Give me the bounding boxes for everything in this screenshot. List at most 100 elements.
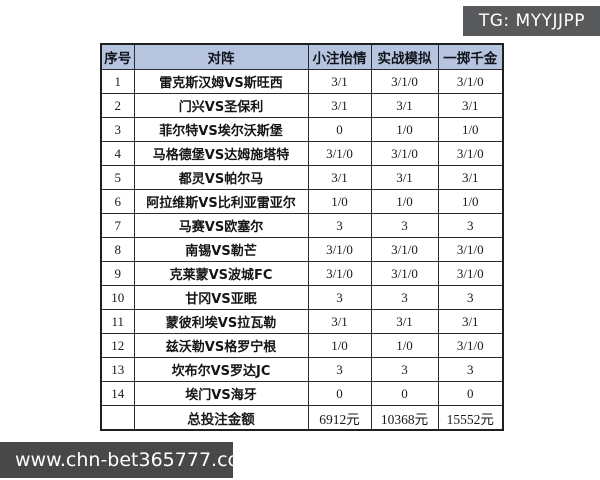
match-cell: 南锡VS勒芒 [133, 237, 309, 262]
table-row: 14 埃门VS海牙 0 0 0 [100, 381, 504, 406]
match-cell: 门兴VS圣保利 [133, 93, 309, 118]
row-number-cell: 11 [100, 309, 135, 334]
match-cell: 坎布尔VS罗达JC [133, 357, 309, 382]
small-bet-cell: 3/1 [307, 165, 372, 190]
header-simulation: 实战模拟 [370, 43, 439, 70]
big-bet-cell: 3/1 [437, 309, 504, 334]
big-bet-cell: 0 [437, 381, 504, 406]
simulation-cell: 3/1 [370, 309, 439, 334]
total-row: 总投注金额 6912元 10368元 15552元 [100, 405, 504, 431]
big-bet-cell: 1/0 [437, 117, 504, 142]
table-row: 8 南锡VS勒芒 3/1/0 3/1/0 3/1/0 [100, 237, 504, 262]
table-header-row: 序号 对阵 小注怡情 实战模拟 一掷千金 [100, 43, 504, 70]
big-bet-cell: 3/1/0 [437, 141, 504, 166]
row-number-cell: 6 [100, 189, 135, 214]
big-bet-cell: 3/1/0 [437, 69, 504, 94]
row-number-cell: 2 [100, 93, 135, 118]
small-bet-cell: 3/1 [307, 309, 372, 334]
small-bet-cell: 3 [307, 213, 372, 238]
simulation-cell: 3/1 [370, 93, 439, 118]
big-bet-cell: 3 [437, 357, 504, 382]
row-number-cell: 10 [100, 285, 135, 310]
big-bet-cell: 3/1/0 [437, 333, 504, 358]
small-bet-cell: 1/0 [307, 333, 372, 358]
match-cell: 阿拉维斯VS比利亚雷亚尔 [133, 189, 309, 214]
row-number-cell: 9 [100, 261, 135, 286]
match-cell: 甘冈VS亚眠 [133, 285, 309, 310]
table-row: 3 菲尔特VS埃尔沃斯堡 0 1/0 1/0 [100, 117, 504, 142]
simulation-cell: 3/1/0 [370, 261, 439, 286]
big-bet-cell: 3 [437, 213, 504, 238]
match-cell: 都灵VS帕尔马 [133, 165, 309, 190]
match-rows: 1 雷克斯汉姆VS斯旺西 3/1 3/1/0 3/1/0 2 门兴VS圣保利 3/1 3/1 3/… [100, 69, 504, 406]
match-cell: 蒙彼利埃VS拉瓦勒 [133, 309, 309, 334]
total-empty-cell [100, 405, 135, 431]
match-cell: 菲尔特VS埃尔沃斯堡 [133, 117, 309, 142]
simulation-cell: 3/1/0 [370, 141, 439, 166]
row-number-cell: 5 [100, 165, 135, 190]
small-bet-cell: 3/1/0 [307, 237, 372, 262]
simulation-cell: 3 [370, 285, 439, 310]
table-row: 2 门兴VS圣保利 3/1 3/1 3/1 [100, 93, 504, 118]
header-big-bet: 一掷千金 [437, 43, 504, 70]
match-cell: 雷克斯汉姆VS斯旺西 [133, 69, 309, 94]
row-number-cell: 13 [100, 357, 135, 382]
row-number-cell: 4 [100, 141, 135, 166]
table-row: 12 兹沃勒VS格罗宁根 1/0 1/0 3/1/0 [100, 333, 504, 358]
table-row: 7 马赛VS欧塞尔 3 3 3 [100, 213, 504, 238]
small-bet-cell: 3/1 [307, 69, 372, 94]
small-bet-cell: 3/1/0 [307, 261, 372, 286]
betting-table: 序号 对阵 小注怡情 实战模拟 一掷千金 1 雷克斯汉姆VS斯旺西 3/1 3/1/0… [100, 43, 504, 431]
simulation-cell: 1/0 [370, 189, 439, 214]
table-row: 10 甘冈VS亚眠 3 3 3 [100, 285, 504, 310]
row-number-cell: 1 [100, 69, 135, 94]
big-bet-cell: 3/1/0 [437, 237, 504, 262]
row-number-cell: 3 [100, 117, 135, 142]
big-bet-cell: 3/1 [437, 93, 504, 118]
table-row: 9 克莱蒙VS波城FC 3/1/0 3/1/0 3/1/0 [100, 261, 504, 286]
simulation-cell: 0 [370, 381, 439, 406]
total-simulation: 10368元 [370, 405, 439, 431]
small-bet-cell: 0 [307, 381, 372, 406]
match-cell: 马赛VS欧塞尔 [133, 213, 309, 238]
total-label: 总投注金额 [133, 405, 309, 431]
header-index: 序号 [100, 43, 135, 70]
header-match: 对阵 [133, 43, 309, 70]
match-cell: 兹沃勒VS格罗宁根 [133, 333, 309, 358]
total-small-bet: 6912元 [307, 405, 372, 431]
small-bet-cell: 3/1/0 [307, 141, 372, 166]
big-bet-cell: 3 [437, 285, 504, 310]
row-number-cell: 14 [100, 381, 135, 406]
big-bet-cell: 3/1 [437, 165, 504, 190]
total-big-bet: 15552元 [437, 405, 504, 431]
match-cell: 埃门VS海牙 [133, 381, 309, 406]
small-bet-cell: 0 [307, 117, 372, 142]
small-bet-cell: 3 [307, 285, 372, 310]
simulation-cell: 1/0 [370, 117, 439, 142]
match-cell: 马格德堡VS达姆施塔特 [133, 141, 309, 166]
table-row: 4 马格德堡VS达姆施塔特 3/1/0 3/1/0 3/1/0 [100, 141, 504, 166]
table-row: 13 坎布尔VS罗达JC 3 3 3 [100, 357, 504, 382]
simulation-cell: 1/0 [370, 333, 439, 358]
table-row: 5 都灵VS帕尔马 3/1 3/1 3/1 [100, 165, 504, 190]
telegram-watermark-badge: TG: MYYJJPP [462, 6, 600, 36]
small-bet-cell: 3 [307, 357, 372, 382]
website-url-bar: www.chn-bet365777.com [0, 442, 258, 478]
simulation-cell: 3/1/0 [370, 69, 439, 94]
big-bet-cell: 1/0 [437, 189, 504, 214]
table-row: 11 蒙彼利埃VS拉瓦勒 3/1 3/1 3/1 [100, 309, 504, 334]
simulation-cell: 3 [370, 213, 439, 238]
header-small-bet: 小注怡情 [307, 43, 372, 70]
big-bet-cell: 3/1/0 [437, 261, 504, 286]
row-number-cell: 7 [100, 213, 135, 238]
match-cell: 克莱蒙VS波城FC [133, 261, 309, 286]
simulation-cell: 3/1 [370, 165, 439, 190]
row-number-cell: 8 [100, 237, 135, 262]
simulation-cell: 3/1/0 [370, 237, 439, 262]
simulation-cell: 3 [370, 357, 439, 382]
table-row: 1 雷克斯汉姆VS斯旺西 3/1 3/1/0 3/1/0 [100, 69, 504, 94]
small-bet-cell: 1/0 [307, 189, 372, 214]
table-row: 6 阿拉维斯VS比利亚雷亚尔 1/0 1/0 1/0 [100, 189, 504, 214]
row-number-cell: 12 [100, 333, 135, 358]
